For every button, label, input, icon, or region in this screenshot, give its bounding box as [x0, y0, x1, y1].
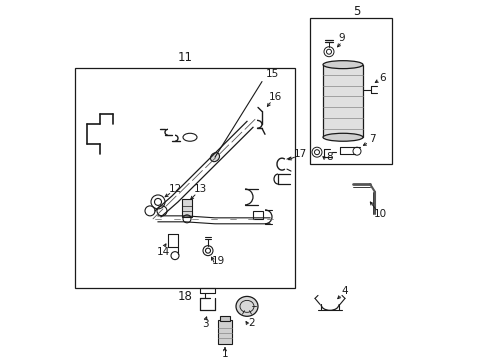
- Bar: [253, 211, 263, 219]
- Text: 16: 16: [269, 93, 282, 103]
- Text: 18: 18: [177, 290, 193, 303]
- Text: 9: 9: [339, 33, 345, 43]
- Bar: [218, 320, 232, 344]
- Text: 4: 4: [342, 287, 348, 296]
- Text: 10: 10: [373, 209, 387, 219]
- Bar: [182, 199, 192, 217]
- Text: 3: 3: [202, 319, 208, 329]
- Bar: [220, 316, 230, 321]
- Text: 14: 14: [156, 247, 170, 257]
- Text: 5: 5: [353, 5, 361, 18]
- Text: 13: 13: [194, 184, 207, 194]
- Text: 11: 11: [177, 51, 193, 64]
- Text: 17: 17: [294, 149, 307, 159]
- Text: 1: 1: [221, 349, 228, 359]
- Bar: [75, 68, 295, 288]
- Text: 15: 15: [266, 69, 279, 78]
- Bar: [310, 18, 392, 164]
- Ellipse shape: [211, 153, 220, 162]
- Text: 2: 2: [249, 318, 255, 328]
- Text: 7: 7: [368, 134, 375, 144]
- Text: 8: 8: [327, 152, 333, 162]
- Ellipse shape: [323, 61, 363, 69]
- Text: 6: 6: [380, 73, 386, 82]
- Bar: [323, 65, 363, 137]
- Text: 12: 12: [169, 184, 182, 194]
- Ellipse shape: [236, 296, 258, 316]
- Text: 19: 19: [211, 256, 224, 266]
- Ellipse shape: [323, 133, 363, 141]
